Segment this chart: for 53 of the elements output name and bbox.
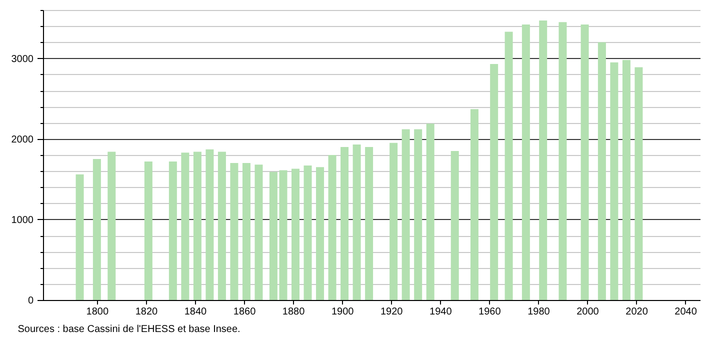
bar (218, 152, 226, 300)
bar (365, 146, 374, 300)
bar (558, 22, 567, 300)
x-tick-label: 1860 (233, 306, 256, 318)
source-note: Sources : base Cassini de l'EHESS et base Insee. (18, 324, 240, 335)
x-tick-label: 1800 (86, 306, 109, 318)
bar (304, 165, 312, 300)
bar (490, 64, 498, 300)
bar (168, 161, 177, 300)
y-tick-label: 1000 (11, 214, 34, 226)
bar (402, 129, 410, 300)
x-tick-label: 2020 (626, 306, 648, 318)
bar (470, 109, 478, 300)
x-tick-label: 1980 (528, 306, 550, 318)
bar (340, 146, 349, 300)
bar (292, 168, 300, 300)
y-tick-label: 0 (28, 296, 34, 306)
bar (92, 159, 101, 300)
bar (539, 20, 548, 300)
bar (193, 152, 202, 300)
x-tick-label: 1960 (478, 306, 502, 318)
bar (352, 144, 361, 300)
bar (181, 152, 190, 300)
bar (414, 129, 422, 300)
bar (144, 161, 152, 300)
bar (328, 155, 336, 300)
bar (242, 163, 250, 300)
bar (426, 124, 434, 300)
y-tick-label: 3000 (11, 54, 34, 65)
bar (522, 24, 530, 300)
bar (316, 167, 324, 300)
x-tick-label: 1840 (184, 306, 208, 318)
bar (206, 149, 214, 300)
bar (580, 24, 589, 300)
bar (598, 42, 606, 300)
x-tick-label: 2000 (576, 306, 600, 318)
x-tick-label: 1900 (331, 306, 354, 318)
bar (634, 67, 643, 300)
x-tick-label: 1940 (430, 306, 452, 318)
x-tick-label: 1920 (380, 306, 404, 318)
x-tick-label: 1820 (135, 306, 158, 318)
bar (610, 62, 618, 300)
bar (390, 142, 398, 300)
bar (450, 150, 459, 300)
y-tick-label: 2000 (11, 134, 34, 146)
bar (254, 164, 263, 300)
bar (230, 163, 238, 300)
x-tick-label: 2040 (674, 306, 698, 318)
bar (504, 32, 513, 300)
bar (108, 152, 116, 300)
bar (622, 60, 630, 300)
bar (76, 174, 84, 300)
x-tick-label: 1880 (282, 306, 306, 318)
